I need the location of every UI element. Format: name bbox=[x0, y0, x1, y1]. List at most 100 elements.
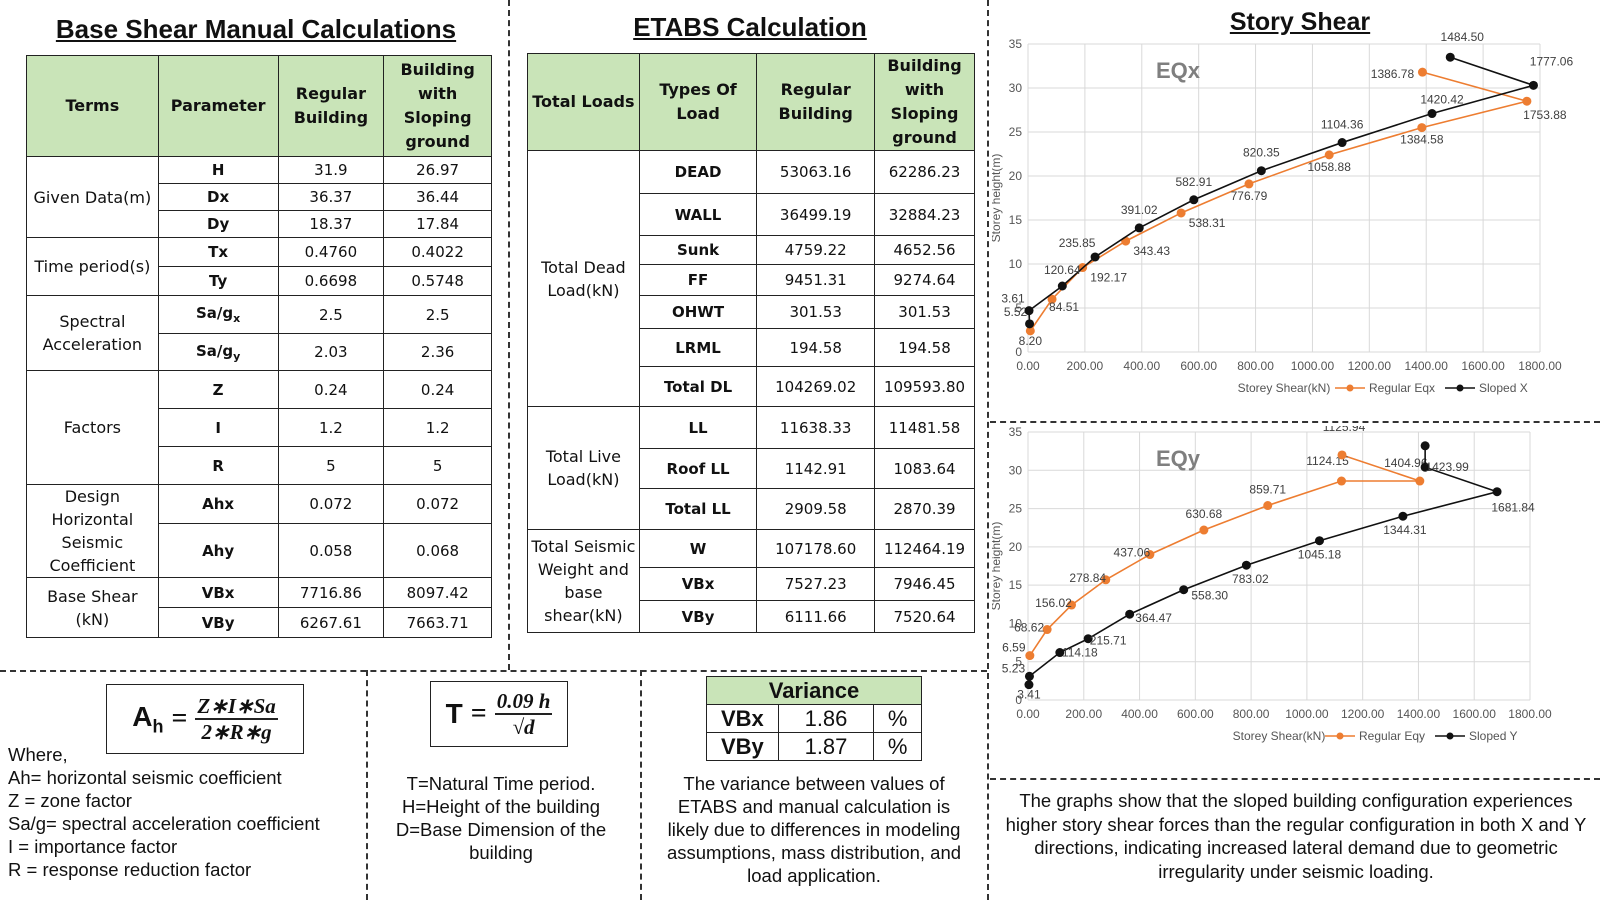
value-cell: 7716.86 bbox=[277, 577, 385, 608]
data-label: 1344.31 bbox=[1383, 523, 1427, 537]
data-point bbox=[1025, 651, 1035, 661]
parameter-cell: Total DL bbox=[638, 366, 758, 407]
data-point bbox=[1492, 487, 1502, 497]
series-line bbox=[1029, 71, 1531, 332]
data-point bbox=[1024, 671, 1034, 681]
value-cell: 1083.64 bbox=[874, 448, 975, 489]
header-regular: Regular Building bbox=[756, 53, 876, 151]
divider-formula-1 bbox=[366, 670, 368, 900]
table-row: Total Dead Load(kN) DEAD 53063.16 62286.23 bbox=[527, 150, 975, 407]
value-cell: 104269.02 bbox=[756, 366, 876, 407]
data-label: 1681.84 bbox=[1491, 501, 1535, 515]
y-tick-label: 25 bbox=[1009, 502, 1023, 516]
x-tick-label: 1800.00 bbox=[1518, 359, 1562, 373]
data-label: 278.84 bbox=[1069, 571, 1106, 585]
data-point bbox=[1337, 450, 1347, 460]
where-legend: Where, Ah= horizontal seismic coefficien… bbox=[8, 743, 320, 881]
value-cell: 11638.33 bbox=[756, 406, 876, 449]
data-label: 3.61 bbox=[1001, 292, 1025, 306]
y-tick-label: 10 bbox=[1009, 616, 1023, 630]
value-cell: 4759.22 bbox=[756, 235, 876, 265]
data-point bbox=[1090, 252, 1100, 262]
value-cell: 0.24 bbox=[277, 370, 385, 409]
x-tick-label: 1200.00 bbox=[1348, 359, 1392, 373]
legend-label: Sloped X bbox=[1479, 381, 1528, 395]
table-row: Ahy 0.058 0.068 bbox=[27, 523, 492, 578]
y-tick-label: 30 bbox=[1009, 81, 1023, 95]
y-tick-label: 10 bbox=[1009, 257, 1023, 271]
where-line: Sa/g= spectral acceleration coefficient bbox=[8, 813, 320, 834]
row-group-label: Design Horizontal Seismic Coefficient bbox=[26, 484, 159, 578]
data-point bbox=[1025, 319, 1035, 329]
value-cell: 7527.23 bbox=[756, 567, 876, 601]
variance-title: Variance bbox=[706, 676, 922, 705]
value-cell: 2909.58 bbox=[756, 488, 876, 530]
x-tick-label: 600.00 bbox=[1177, 707, 1214, 721]
value-cell: 1142.91 bbox=[756, 448, 876, 489]
data-label: 343.43 bbox=[1133, 244, 1170, 258]
data-point bbox=[1415, 476, 1425, 486]
legend-label: Sloped Y bbox=[1469, 729, 1518, 743]
data-point bbox=[1324, 150, 1334, 160]
parameter-cell: Dx bbox=[157, 183, 279, 211]
data-point bbox=[1025, 326, 1035, 336]
header-regular: Regular Building bbox=[277, 55, 385, 157]
y-tick-label: 15 bbox=[1009, 213, 1023, 227]
data-point bbox=[1420, 441, 1430, 451]
parameter-cell: I bbox=[157, 408, 279, 447]
table-row: Total Seismic Weight and base shear(kN) W… bbox=[527, 529, 975, 633]
data-point bbox=[1417, 67, 1427, 77]
x-tick-label: 1000.00 bbox=[1291, 359, 1335, 373]
data-label: 156.02 bbox=[1035, 596, 1072, 610]
legend-marker bbox=[1446, 732, 1454, 740]
etabs-calc-title: ETABS Calculation bbox=[633, 12, 867, 42]
data-point bbox=[1314, 536, 1324, 546]
x-tick-label: 800.00 bbox=[1233, 707, 1270, 721]
divider-charts bbox=[990, 421, 1600, 423]
x-tick-label: 200.00 bbox=[1065, 707, 1102, 721]
table-row: Roof LL 1142.91 1083.64 bbox=[528, 448, 975, 489]
data-point bbox=[1179, 585, 1189, 595]
table-row: Dx 36.37 36.44 bbox=[27, 183, 492, 211]
parameter-cell: Ahx bbox=[157, 483, 279, 525]
t-fraction: 0.09 h √d bbox=[494, 689, 553, 739]
x-tick-label: 1400.00 bbox=[1405, 359, 1449, 373]
data-point bbox=[1042, 625, 1052, 635]
parameter-cell: VBy bbox=[157, 607, 279, 638]
t-line: T=Natural Time period. bbox=[406, 773, 596, 794]
data-label: 6.59 bbox=[1002, 641, 1026, 655]
story-shear-title: Story Shear bbox=[1229, 8, 1371, 36]
legend-marker bbox=[1456, 384, 1464, 392]
parameter-cell: Total LL bbox=[638, 488, 758, 530]
data-point bbox=[1176, 208, 1186, 218]
parameter-cell: FF bbox=[638, 264, 758, 296]
t-formula: T = 0.09 h √d bbox=[430, 681, 568, 747]
parameter-cell: Tx bbox=[157, 237, 279, 267]
data-label: 114.18 bbox=[1062, 646, 1098, 660]
data-point bbox=[1417, 123, 1427, 133]
data-point bbox=[1522, 96, 1532, 106]
value-cell: 0.4022 bbox=[383, 237, 492, 267]
data-label: 1423.99 bbox=[1425, 460, 1469, 474]
value-cell: 5 bbox=[277, 446, 385, 485]
data-label: 192.17 bbox=[1090, 271, 1127, 285]
data-label: 1045.18 bbox=[1298, 548, 1342, 562]
x-axis-label: Storey Shear(kN) bbox=[1233, 729, 1326, 743]
parameter-cell: Sunk bbox=[638, 235, 758, 265]
where-line: Z = zone factor bbox=[8, 790, 132, 811]
data-label: 538.31 bbox=[1189, 216, 1226, 230]
variance-unit: % bbox=[873, 704, 922, 733]
variance-note: The variance between values of ETABS and… bbox=[666, 773, 962, 886]
ah-formula: Ah = Z∗I∗Sa 2∗R∗g bbox=[106, 684, 304, 754]
data-label: 5.52 bbox=[1004, 305, 1028, 319]
t-line: D=Base Dimension of the building bbox=[395, 819, 607, 863]
value-cell: 0.058 bbox=[277, 523, 385, 578]
value-cell: 0.072 bbox=[383, 483, 492, 525]
data-point bbox=[1241, 560, 1251, 570]
parameter-cell: WALL bbox=[638, 193, 758, 236]
table-row: Given Data(m) H 31.9 26.97 bbox=[26, 156, 492, 238]
variance-label: VBx bbox=[706, 704, 779, 733]
parameter-cell: R bbox=[157, 446, 279, 485]
etabs-calc-table: Total Loads Types Of Load Regular Buildi… bbox=[527, 53, 975, 633]
conclusion-text: The graphs show that the sloped building… bbox=[1005, 790, 1587, 882]
